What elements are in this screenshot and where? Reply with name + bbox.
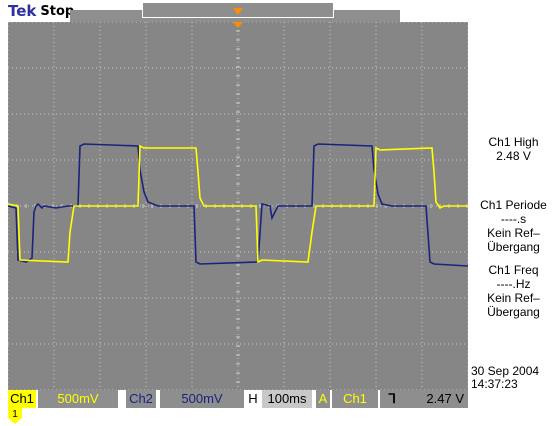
- freq-note-1: Kein Ref–: [487, 291, 540, 305]
- bottom-status-bar: Ch1 500mV Ch2 500mV H 100ms A Ch1 ᒣ 2.47…: [0, 390, 558, 408]
- ch1-ground-marker-icon[interactable]: 1: [8, 406, 22, 424]
- period-label: Ch1 Periode: [480, 198, 547, 212]
- period-note-2: Übergang: [487, 240, 540, 254]
- trigger-level-icon: [233, 22, 243, 28]
- date-label: 30 Sep 2004: [471, 364, 540, 378]
- ch1-label[interactable]: Ch1: [8, 390, 36, 408]
- horizontal-label: H: [246, 390, 260, 408]
- period-note-1: Kein Ref–: [487, 226, 540, 240]
- graticule: [8, 22, 468, 390]
- freq-note-2: Übergang: [487, 305, 540, 319]
- falling-edge-icon: ᒣ: [380, 390, 404, 408]
- ch1-high-value: 2.48 V: [496, 149, 531, 163]
- waveform-screen[interactable]: [8, 22, 468, 390]
- ch1-marker-text: 1: [12, 409, 18, 420]
- ch2-scale[interactable]: 500mV: [160, 390, 244, 408]
- run-state: Stop: [40, 3, 75, 19]
- grid: [8, 22, 468, 390]
- ch1-scale[interactable]: 500mV: [38, 390, 118, 408]
- time-label: 14:37:23: [471, 377, 518, 391]
- ch1-waveform: [8, 144, 468, 264]
- tek-logo: Tek: [8, 2, 37, 20]
- trigger-position-icon: [233, 8, 243, 15]
- ch2-label[interactable]: Ch2: [126, 390, 156, 408]
- ch1-high-label: Ch1 High: [488, 135, 539, 149]
- ch2-waveform: [8, 143, 468, 267]
- freq-label: Ch1 Freq: [488, 263, 539, 277]
- freq-value: ----.Hz: [496, 277, 531, 291]
- trigger-source[interactable]: Ch1: [332, 390, 378, 408]
- measurement-panel: Ch1 High 2.48 V Ch1 Periode ----.s Kein …: [469, 22, 558, 391]
- trigger-label: A: [316, 390, 330, 408]
- period-value: ----.s: [500, 212, 527, 226]
- brand: Tek Stop: [8, 2, 74, 20]
- trigger-level[interactable]: 2.47 V: [404, 390, 468, 408]
- top-status-bar: Tek Stop: [0, 0, 558, 22]
- horizontal-scale[interactable]: 100ms: [262, 390, 312, 408]
